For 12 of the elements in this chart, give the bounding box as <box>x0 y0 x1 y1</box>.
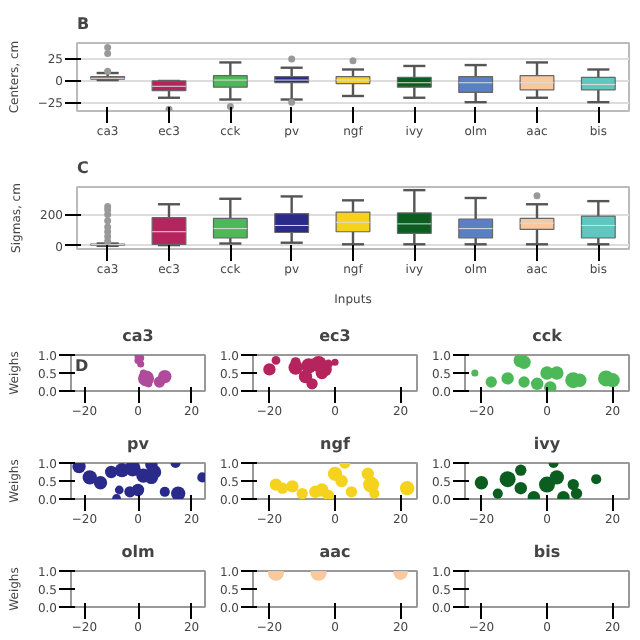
chart-title: ivy <box>533 435 562 453</box>
chart-title: ngf <box>320 435 351 453</box>
chart-title: pv <box>127 435 151 453</box>
chart-title: bis <box>533 543 561 561</box>
chart-title: ec3 <box>319 327 351 345</box>
chart-title: B <box>77 15 90 33</box>
chart-title: cck <box>532 327 564 345</box>
annotation: D <box>75 357 89 375</box>
chart-title: olm <box>121 543 155 561</box>
chart-title: ca3 <box>122 327 154 345</box>
chart-title: C <box>77 159 89 177</box>
chart-title: aac <box>319 543 352 561</box>
